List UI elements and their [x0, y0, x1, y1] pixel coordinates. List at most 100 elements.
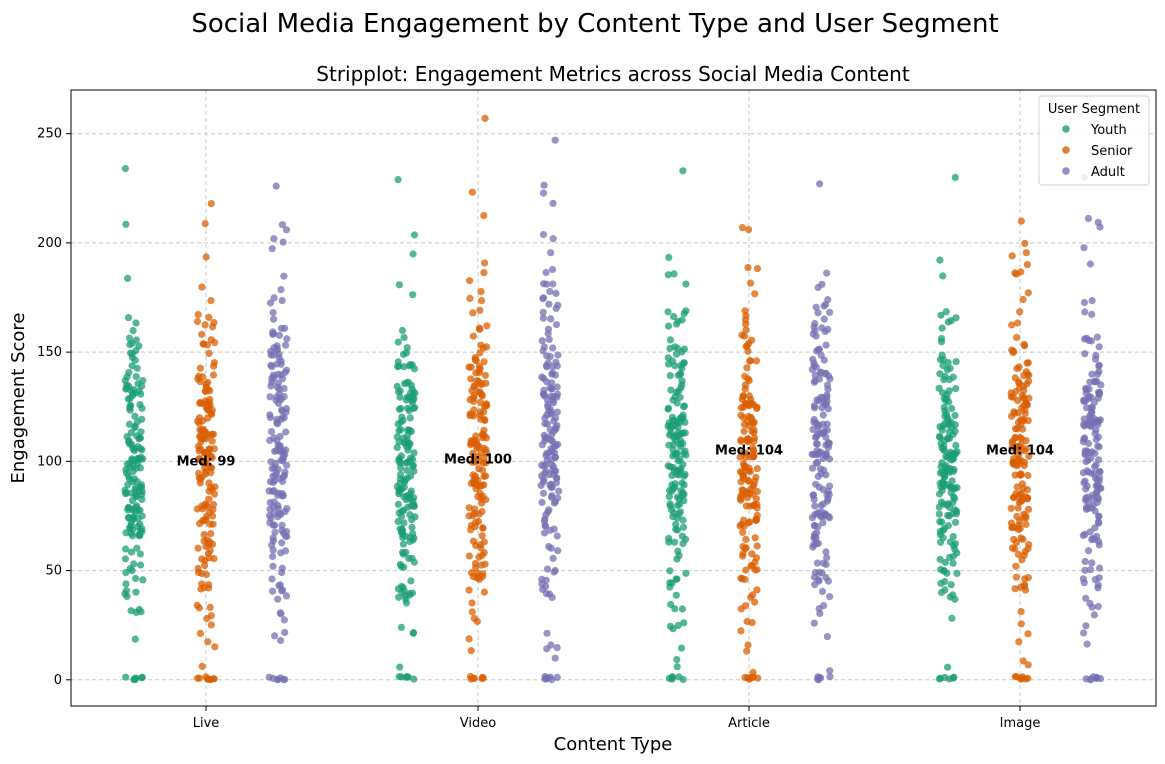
data-point [125, 334, 134, 342]
data-point [554, 547, 562, 555]
data-point [397, 512, 406, 520]
data-point [1079, 531, 1087, 540]
data-point [820, 356, 828, 364]
median-label: Med: 99 [177, 455, 236, 470]
data-point [1086, 449, 1094, 457]
data-point [138, 495, 146, 503]
data-point [808, 464, 817, 472]
data-point [278, 221, 286, 229]
data-point [819, 420, 827, 428]
data-point [944, 465, 952, 473]
data-point [270, 294, 278, 302]
data-point [823, 381, 832, 389]
data-point [131, 675, 139, 683]
data-point [824, 440, 832, 448]
data-point [938, 468, 946, 476]
data-point [407, 487, 415, 495]
data-point [1022, 400, 1031, 408]
data-point [466, 410, 474, 418]
data-point [1093, 498, 1101, 506]
grid-lines [71, 90, 1156, 706]
data-point [403, 673, 411, 681]
data-point [209, 512, 217, 520]
data-point [399, 583, 407, 592]
data-point [678, 532, 687, 540]
data-point [1088, 370, 1096, 378]
data-point [478, 380, 486, 388]
data-point [745, 402, 753, 410]
data-point [482, 402, 490, 410]
data-point [126, 341, 134, 349]
data-point [1082, 505, 1090, 513]
data-point [479, 434, 487, 442]
data-point [741, 385, 749, 393]
data-point [203, 614, 211, 623]
data-point [543, 280, 551, 288]
data-point [743, 488, 751, 496]
data-point [408, 396, 416, 404]
data-point [478, 297, 486, 305]
data-point [471, 560, 479, 568]
data-point [197, 585, 205, 593]
data-point [942, 308, 950, 316]
data-point [195, 604, 203, 612]
figure-title: Social Media Engagement by Content Type … [191, 9, 998, 39]
data-point [744, 375, 752, 383]
data-point [199, 516, 207, 525]
data-point [132, 588, 140, 596]
data-point [269, 330, 277, 338]
data-point [137, 561, 145, 569]
data-point [1008, 439, 1017, 447]
data-point [737, 627, 745, 635]
data-point [129, 532, 137, 540]
data-point [678, 348, 686, 356]
data-point [943, 391, 951, 399]
data-point [132, 493, 140, 501]
data-point [469, 332, 477, 340]
data-point [198, 662, 206, 671]
data-point [1079, 575, 1087, 583]
data-point [482, 446, 490, 454]
data-point [281, 368, 289, 376]
data-point [941, 558, 949, 567]
data-point [666, 579, 674, 587]
data-point [128, 567, 136, 575]
data-point [467, 439, 475, 447]
data-point [276, 432, 284, 440]
data-point [678, 605, 687, 613]
data-point [201, 321, 209, 329]
data-point [472, 432, 480, 440]
data-point [544, 325, 553, 333]
data-point [478, 532, 486, 540]
data-point [545, 449, 554, 457]
data-point [205, 450, 213, 458]
data-point [267, 514, 275, 523]
data-point [742, 502, 751, 510]
data-point [740, 471, 748, 480]
data-point [551, 498, 559, 506]
data-point [468, 599, 476, 607]
data-point [814, 309, 822, 317]
data-point [276, 674, 285, 682]
data-point [135, 531, 143, 539]
data-point [271, 528, 279, 536]
data-point [266, 436, 274, 444]
data-point [273, 415, 281, 423]
data-point [946, 503, 954, 511]
y-tick-label: 200 [37, 236, 62, 251]
data-point [196, 426, 204, 434]
data-point [131, 356, 139, 364]
data-point [823, 269, 831, 277]
data-point [674, 317, 682, 325]
y-tick-label: 150 [37, 345, 62, 360]
data-point [945, 434, 954, 442]
data-point [952, 441, 960, 449]
data-point [1024, 661, 1032, 669]
data-point [469, 471, 477, 479]
data-point [540, 478, 548, 486]
data-point [1016, 471, 1024, 479]
data-point [479, 524, 487, 532]
data-point [679, 489, 687, 497]
data-point [129, 444, 137, 452]
data-point [1020, 372, 1028, 380]
